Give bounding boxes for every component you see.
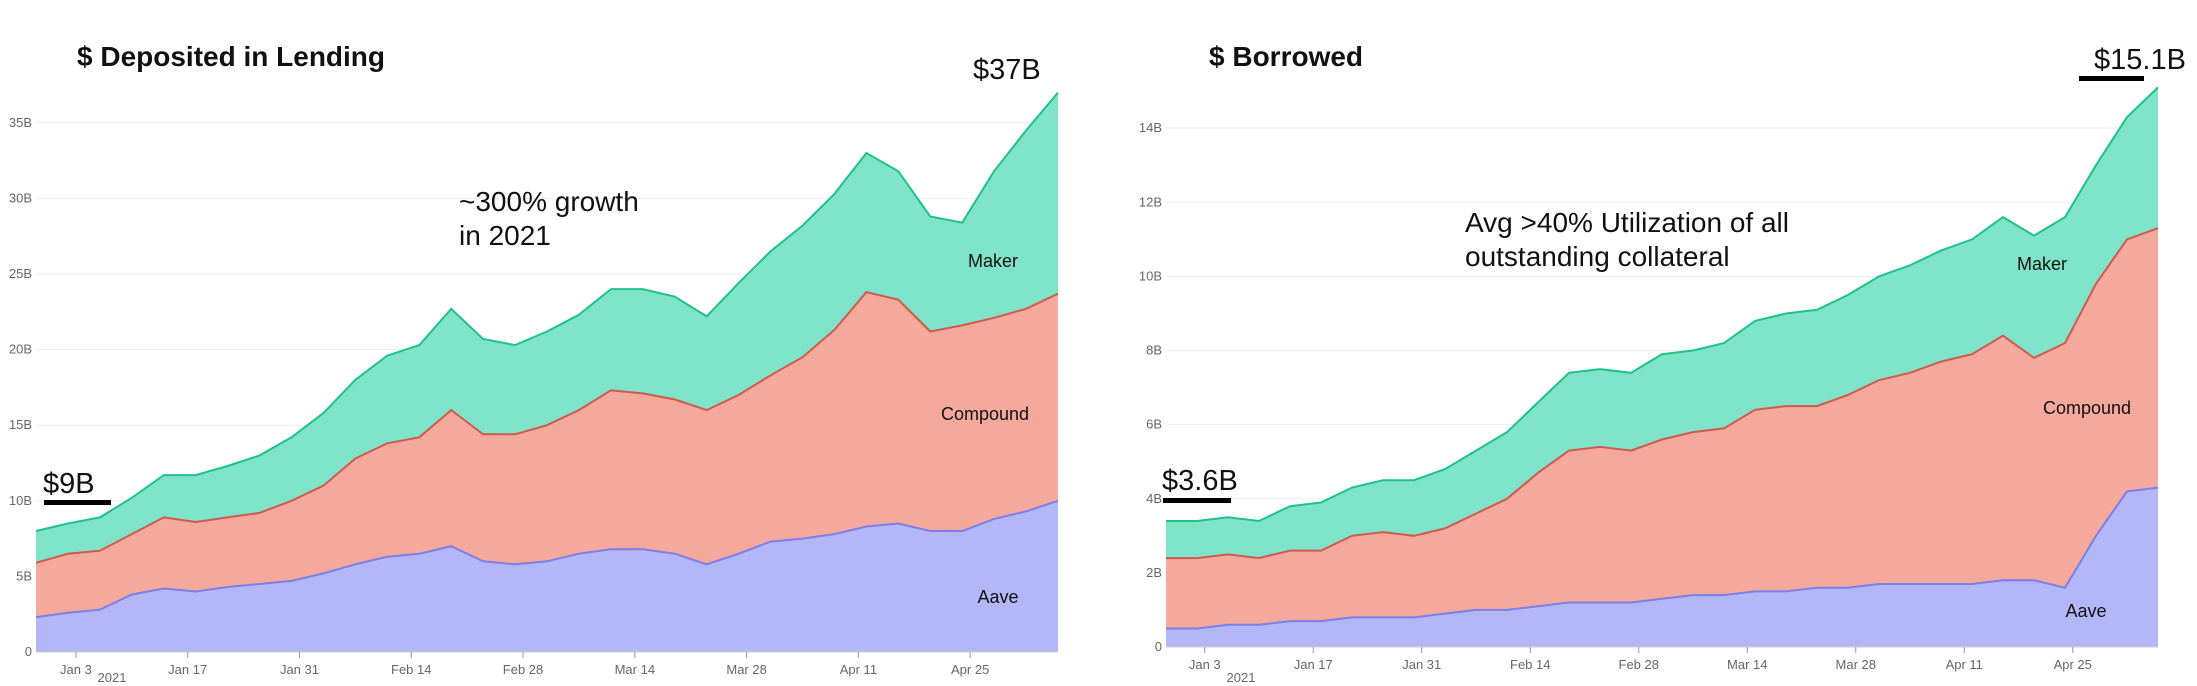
growth-annotation-line-2: in 2021: [459, 220, 551, 251]
end-value-callout: $37B: [973, 54, 1041, 86]
start-value-callout: $3.6B: [1162, 465, 1238, 497]
start-value-callout: $9B: [43, 468, 95, 500]
y-tick-label: 4B: [1146, 491, 1162, 506]
y-tick-label: 6B: [1146, 417, 1162, 432]
deposited-chart: $ Deposited in Lending 0 5B 10B 15B 20B 25B 30…: [9, 41, 1059, 685]
area-line-aave: [1166, 486, 2159, 630]
y-axis-ticks: 0 5B 10B 15B 20B 25B 30B 35B: [9, 115, 32, 659]
utilization-annotation-line-1: Avg >40% Utilization of all: [1465, 207, 1789, 238]
start-value-underline: [1163, 498, 1231, 503]
y-tick-label: 14B: [1139, 120, 1162, 135]
series-label-compound: Compound: [941, 404, 1029, 424]
x-tick-label: Apr 25: [951, 662, 989, 677]
stacked-areas: [1166, 86, 2159, 647]
y-tick-label: 2B: [1146, 565, 1162, 580]
series-label-maker: Maker: [2017, 254, 2067, 274]
utilization-annotation-line-2: outstanding collateral: [1465, 241, 1730, 272]
area-compound: [36, 292, 1058, 618]
y-tick-label: 25B: [9, 266, 32, 281]
series-label-aave: Aave: [977, 587, 1018, 607]
y-tick-label: 10B: [1139, 268, 1162, 283]
area-aave: [1166, 487, 2158, 647]
x-tick-label: Jan 31: [280, 662, 319, 677]
y-tick-label: 15B: [9, 417, 32, 432]
y-tick-label: 30B: [9, 190, 32, 205]
area-maker: [1166, 87, 2158, 559]
x-tick-label: Apr 11: [1946, 657, 1983, 672]
y-tick-label: 0: [1155, 639, 1162, 654]
x-axis-ticks: Jan 3 Jan 17 Jan 31 Feb 14 Feb 28 Mar 14 Mar 2…: [1166, 646, 2158, 672]
area-line-compound: [1166, 227, 2159, 560]
area-line-maker: [1166, 86, 2159, 523]
x-tick-label: Jan 17: [168, 662, 207, 677]
y-tick-label: 10B: [9, 493, 32, 508]
series-label-aave: Aave: [2065, 601, 2106, 621]
x-tick-label: Mar 14: [1727, 657, 1767, 672]
x-tick-label: Apr 11: [840, 662, 877, 677]
start-value-underline: [44, 500, 111, 505]
series-label-compound: Compound: [2043, 398, 2131, 418]
area-line-maker: [35, 91, 1059, 532]
y-axis-ticks: 0 2B 4B 6B 8B 10B 12B 14B: [1139, 120, 1162, 654]
stacked-areas: [35, 91, 1059, 652]
x-tick-label: Mar 28: [1836, 657, 1876, 672]
y-tick-label: 12B: [1139, 194, 1162, 209]
area-compound: [1166, 228, 2158, 629]
y-tick-label: 35B: [9, 115, 32, 130]
x-tick-label: Mar 28: [726, 662, 766, 677]
x-tick-label: Feb 28: [503, 662, 543, 677]
y-tick-label: 20B: [9, 342, 32, 357]
end-value-callout: $15.1B: [2094, 44, 2186, 76]
x-tick-label: Jan 3: [60, 662, 92, 677]
end-value-underline: [2079, 76, 2144, 81]
chart-title: $ Borrowed: [1209, 41, 1363, 72]
growth-annotation-line-1: ~300% growth: [459, 186, 639, 217]
x-year-label: 2021: [1227, 670, 1256, 685]
y-tick-label: 8B: [1146, 343, 1162, 358]
area-maker: [36, 92, 1058, 563]
x-tick-label: Jan 17: [1294, 657, 1333, 672]
x-tick-label: Feb 14: [391, 662, 431, 677]
y-tick-label: 0: [25, 644, 32, 659]
borrowed-chart: $ Borrowed 0 2B 4B 6B 8B 10B 12B 14B Jan 3 Jan 1…: [1139, 41, 2186, 685]
series-label-maker: Maker: [968, 251, 1018, 271]
x-axis-ticks: Jan 3 Jan 17 Jan 31 Feb 14 Feb 28 Mar 14 Mar 2…: [36, 651, 1058, 677]
y-tick-label: 5B: [16, 568, 32, 583]
x-tick-label: Jan 3: [1189, 657, 1221, 672]
x-tick-label: Mar 14: [615, 662, 655, 677]
x-tick-label: Apr 25: [2054, 657, 2092, 672]
area-line-aave: [35, 499, 1059, 619]
x-tick-label: Jan 31: [1402, 657, 1441, 672]
chart-title: $ Deposited in Lending: [77, 41, 385, 72]
area-line-compound: [35, 290, 1059, 564]
x-tick-label: Feb 28: [1619, 657, 1659, 672]
x-year-label: 2021: [98, 670, 127, 685]
x-tick-label: Feb 14: [1510, 657, 1550, 672]
